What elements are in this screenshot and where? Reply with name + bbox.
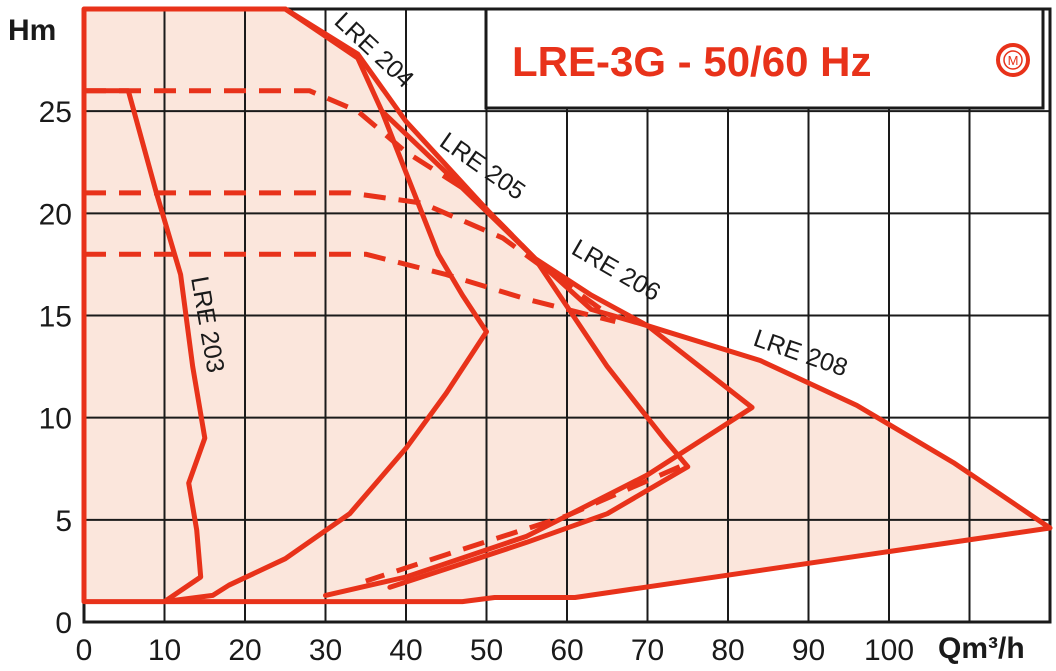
y-tick-label: 5 — [55, 505, 72, 538]
series-layer — [81, 6, 1053, 605]
series-line-lre-208 — [84, 251, 616, 325]
y-tick-label: 25 — [39, 96, 72, 129]
y-tick-label: 10 — [39, 403, 72, 436]
x-tick-label: 50 — [470, 634, 503, 667]
y-tick-label: 20 — [39, 198, 72, 231]
series-line-lre-205 — [379, 108, 691, 590]
x-tick-label: 80 — [711, 634, 744, 667]
x-axis-title: Qm³/h — [938, 632, 1025, 665]
y-tick-label: 0 — [55, 607, 72, 640]
x-tick-label: 60 — [550, 634, 583, 667]
series-line-lre-206 — [84, 190, 617, 322]
x-tick-label: 10 — [148, 634, 181, 667]
x-tick-label: 90 — [792, 634, 825, 667]
y-tick-label: 15 — [39, 301, 72, 334]
x-tick-label: 100 — [864, 634, 914, 667]
x-tick-label: 30 — [309, 634, 342, 667]
motor-badge-letter: M — [1008, 53, 1019, 68]
series-line-lre-206 — [323, 255, 755, 598]
chart-title: LRE-3G - 50/60 Hz — [512, 38, 871, 85]
x-tick-label: 0 — [76, 634, 93, 667]
title-box — [484, 7, 1045, 110]
x-tick-label: 70 — [631, 634, 664, 667]
motor-badge-icon: M — [996, 43, 1030, 77]
series-line-lre-203 — [81, 88, 208, 605]
series-line-lre-206 — [365, 464, 681, 584]
x-tick-label: 40 — [389, 634, 422, 667]
y-axis-title: Hm — [8, 14, 56, 47]
x-tick-label: 20 — [228, 634, 261, 667]
series-line-lre-204 — [162, 6, 489, 605]
axis-layer: 0 10 20 30 40 50 60 70 80 90 100 0 5 10 15 20 25 — [39, 96, 914, 667]
